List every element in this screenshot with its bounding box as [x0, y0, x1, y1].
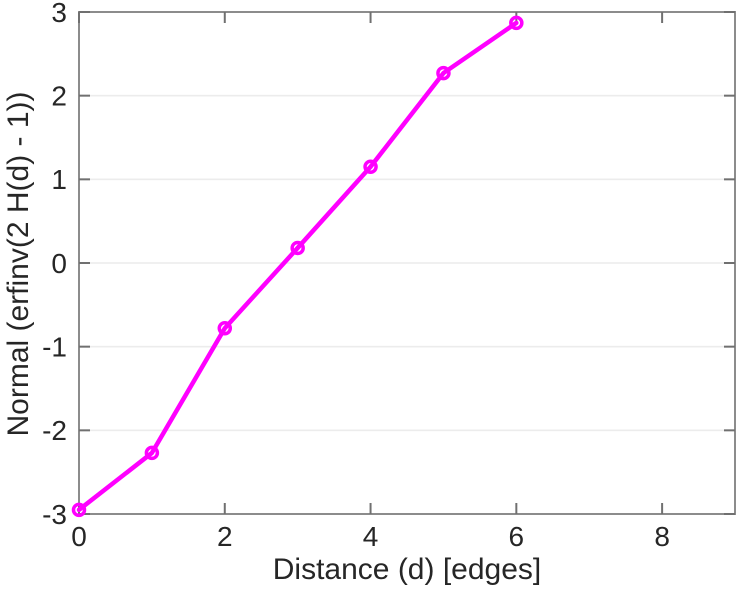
data-point-marker — [217, 321, 233, 336]
series-line — [76, 20, 519, 513]
x-tick-label: 8 — [654, 521, 670, 552]
y-axis-label: Normal (erfinv(2 H(d) - 1)) — [2, 91, 35, 437]
data-point-marker — [363, 159, 378, 175]
y-tick-label: -3 — [42, 499, 67, 530]
y-tick-label: 0 — [51, 248, 67, 279]
data-point-marker — [71, 502, 87, 518]
data-point-marker — [436, 65, 451, 81]
y-tick-label: 1 — [51, 164, 67, 195]
data-point-marker — [509, 15, 524, 31]
x-tick-label: 2 — [217, 521, 233, 552]
x-tick-label: 6 — [509, 521, 525, 552]
data-point-marker — [144, 445, 160, 461]
x-axis-label: Distance (d) [edges] — [272, 553, 542, 586]
y-tick-label: -2 — [42, 415, 67, 446]
x-tick-label: 4 — [363, 521, 379, 552]
y-tick-label: -1 — [42, 331, 67, 362]
x-tick-label: 0 — [71, 521, 87, 552]
y-tick-label: 3 — [51, 0, 67, 28]
data-point-marker — [290, 240, 305, 256]
y-tick-label: 2 — [51, 80, 67, 111]
